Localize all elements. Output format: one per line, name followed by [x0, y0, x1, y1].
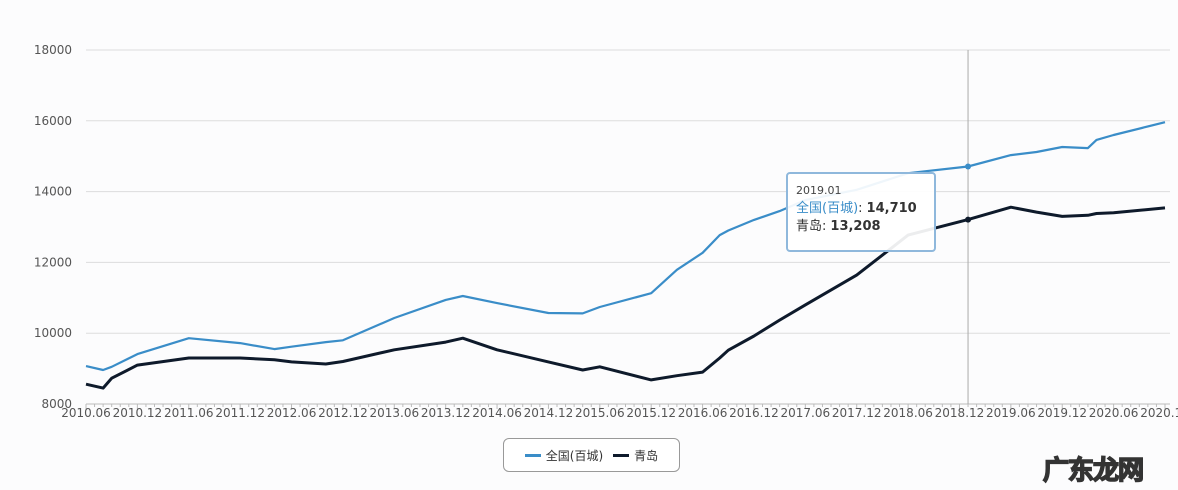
legend-swatch	[613, 453, 630, 457]
x-tick-label: 2013.12	[421, 406, 471, 420]
x-tick-label: 2015.06	[575, 406, 625, 420]
tooltip-series-name: 全国(百城)	[796, 201, 859, 216]
x-tick-label: 2019.06	[986, 406, 1036, 420]
data-point-highlight	[965, 216, 972, 223]
x-tick-label: 2012.12	[318, 406, 368, 420]
x-tick-label: 2012.06	[267, 406, 317, 420]
tooltip-date: 2019.01	[796, 184, 842, 197]
y-tick-label: 12000	[34, 255, 72, 269]
x-tick-label: 2011.12	[215, 406, 265, 420]
data-point-highlight	[965, 163, 972, 170]
x-tick-label: 2018.12	[935, 406, 985, 420]
legend-item-qingdao[interactable]: 青岛	[613, 447, 658, 464]
tooltip-row-national: 全国(百城): 14,710	[796, 201, 917, 216]
legend-swatch	[524, 453, 541, 457]
x-tick-label: 2014.06	[472, 406, 522, 420]
x-tick-label: 2017.12	[832, 406, 882, 420]
legend-label: 全国(百城)	[545, 448, 604, 463]
legend: 全国(百城) 青岛	[503, 438, 680, 472]
x-tick-label: 2013.06	[369, 406, 419, 420]
x-tick-label: 2016.06	[678, 406, 728, 420]
x-tick-label: 2020.06	[1089, 406, 1139, 420]
legend-label: 青岛	[634, 448, 659, 463]
tooltip-value: 14,710	[866, 201, 917, 216]
x-tick-label: 2011.06	[164, 406, 214, 420]
legend-item-national[interactable]: 全国(百城)	[524, 447, 604, 464]
x-tick-label: 2010.06	[61, 406, 111, 420]
x-tick-label: 2016.12	[729, 406, 779, 420]
series-line-0	[85, 121, 1166, 372]
series-line-1	[85, 205, 1166, 390]
x-tick-label: 2018.06	[883, 406, 933, 420]
x-tick-label: 2020.12	[1140, 406, 1178, 420]
y-tick-label: 10000	[34, 326, 72, 340]
x-tick-label: 2010.12	[113, 406, 163, 420]
x-tick-label: 2017.06	[781, 406, 831, 420]
y-tick-label: 16000	[34, 114, 72, 128]
y-tick-label: 8000	[41, 397, 72, 411]
tooltip-row-qingdao: 青岛: 13,208	[796, 219, 881, 234]
y-tick-label: 14000	[34, 185, 72, 199]
x-tick-label: 2015.12	[626, 406, 676, 420]
watermark: 广东龙网	[1042, 455, 1145, 487]
tooltip-series-name: 青岛	[796, 219, 823, 234]
tooltip: 2019.01 全国(百城): 14,710 青岛: 13,208	[786, 172, 936, 252]
tooltip-value: 13,208	[830, 219, 881, 234]
y-tick-label: 18000	[34, 43, 72, 57]
x-tick-label: 2014.12	[524, 406, 574, 420]
x-tick-label: 2019.12	[1037, 406, 1087, 420]
